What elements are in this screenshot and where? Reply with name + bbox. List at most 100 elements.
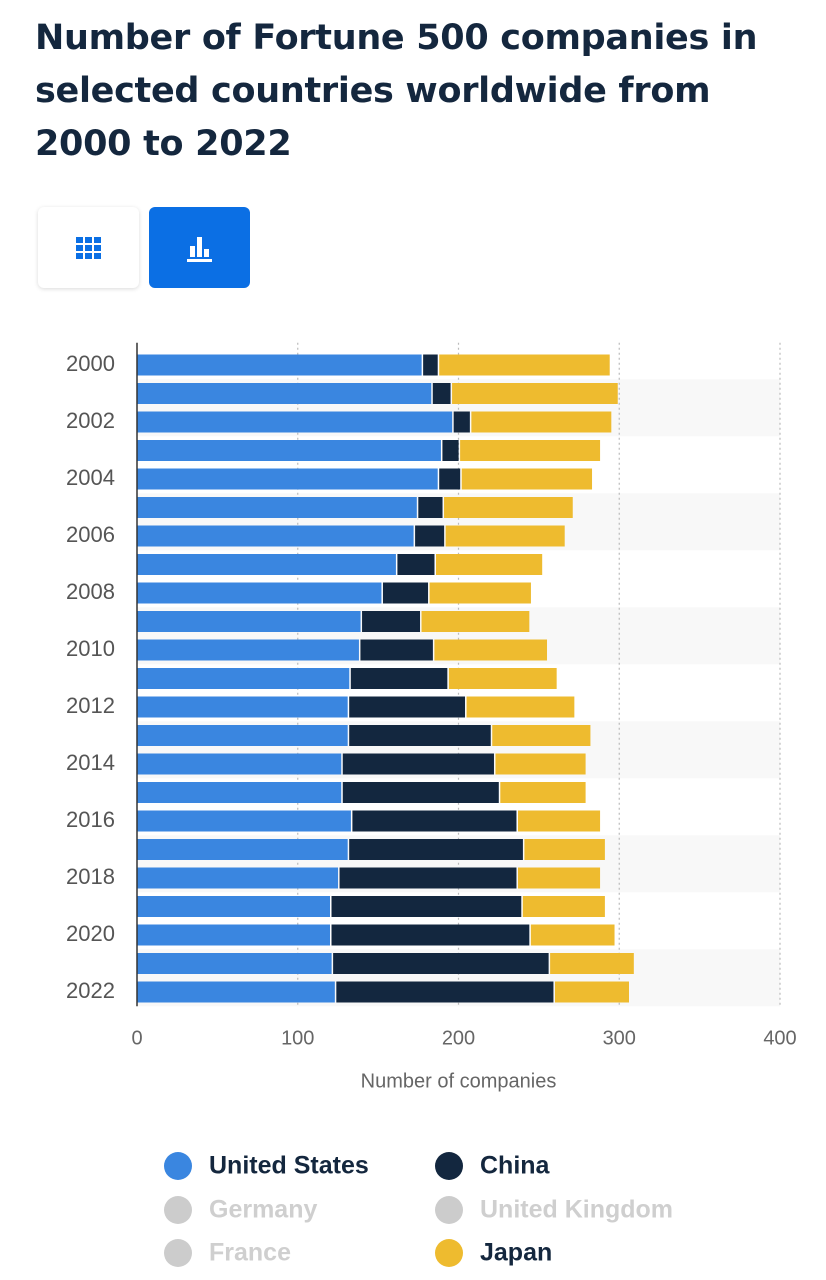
bar-segment <box>137 639 359 661</box>
table-view-button[interactable] <box>38 207 139 288</box>
legend-swatch <box>164 1239 192 1267</box>
bar-segment <box>550 953 634 974</box>
bar-segment <box>460 440 601 461</box>
bar-segment <box>530 924 615 946</box>
bar-segment <box>522 896 605 917</box>
bar-segment <box>382 582 429 604</box>
legend-swatch <box>164 1196 192 1224</box>
bar-segment <box>137 810 351 832</box>
bar-segment <box>461 468 593 490</box>
legend-label[interactable]: Japan <box>480 1239 552 1267</box>
bar-segment <box>432 383 451 404</box>
x-tick-label: 0 <box>131 1028 142 1050</box>
bar-segment <box>137 383 432 404</box>
bar-segment <box>423 354 438 376</box>
bar-segment <box>137 896 331 917</box>
bar-segment <box>360 639 433 661</box>
bar-segment <box>137 611 361 632</box>
bar-segment <box>421 611 530 632</box>
bar-segment <box>471 411 612 433</box>
legend-label[interactable]: United States <box>209 1152 369 1180</box>
y-tick-label: 2018 <box>66 864 115 889</box>
y-tick-label: 2012 <box>66 693 115 718</box>
bar-segment <box>137 696 348 718</box>
y-tick-label: 2022 <box>66 978 115 1003</box>
legend-swatch <box>435 1152 463 1180</box>
y-tick-label: 2016 <box>66 807 115 832</box>
legend-label[interactable]: Germany <box>209 1196 317 1224</box>
bar-segment <box>444 497 573 518</box>
bar-segment <box>439 354 610 376</box>
bar-segment <box>137 411 453 433</box>
bar-segment <box>137 867 339 889</box>
chart-view-button[interactable] <box>149 207 250 288</box>
x-tick-label: 200 <box>442 1028 475 1050</box>
bar-segment <box>137 525 414 547</box>
bar-segment <box>342 753 494 775</box>
bar-segment <box>137 554 396 575</box>
bar-segment <box>429 582 531 604</box>
bar-segment <box>339 867 517 889</box>
legend-label[interactable]: China <box>480 1152 551 1180</box>
bar-segment <box>517 867 601 889</box>
bar-segment <box>137 354 422 376</box>
bar-segment <box>397 554 435 575</box>
bar-segment <box>137 468 438 490</box>
bar-segment <box>336 981 554 1003</box>
bar-segment <box>331 896 522 917</box>
bar-segment <box>137 725 348 746</box>
bar-segment <box>524 839 605 860</box>
bar-segment <box>418 497 443 518</box>
bar-segment <box>137 953 332 974</box>
bar-segment <box>137 782 342 803</box>
chart-title: Number of Fortune 500 companies in selec… <box>35 18 758 164</box>
bar-segment <box>415 525 445 547</box>
bar-segment <box>452 383 618 404</box>
bar-segment <box>500 782 586 803</box>
bar-segment <box>554 981 630 1003</box>
legend-swatch <box>435 1196 463 1224</box>
bar-segment <box>137 839 348 860</box>
bar-segment <box>137 440 441 461</box>
legend-swatch <box>435 1239 463 1267</box>
bar-segment <box>435 554 543 575</box>
table-icon <box>76 237 101 259</box>
bar-segment <box>445 525 565 547</box>
bar-segment <box>453 411 470 433</box>
legend-swatch <box>164 1152 192 1180</box>
bar-segment <box>349 839 523 860</box>
bar-segment <box>442 440 459 461</box>
bar-segment <box>349 696 466 718</box>
bar-segment <box>137 668 350 689</box>
y-tick-label: 2020 <box>66 921 115 946</box>
bar-segment <box>517 810 601 832</box>
bar-segment <box>439 468 461 490</box>
x-tick-label: 300 <box>603 1028 636 1050</box>
bar-segment <box>137 981 335 1003</box>
x-tick-label: 400 <box>763 1028 796 1050</box>
legend-label[interactable]: United Kingdom <box>480 1196 673 1224</box>
y-tick-label: 2000 <box>66 351 115 376</box>
bar-segment <box>349 725 491 746</box>
legend-label[interactable]: France <box>209 1239 291 1267</box>
bar-segment <box>448 668 557 689</box>
x-tick-label: 100 <box>281 1028 314 1050</box>
bar-segment <box>495 753 586 775</box>
y-tick-label: 2010 <box>66 636 115 661</box>
bar-segment <box>137 582 382 604</box>
bar-segment <box>137 753 342 775</box>
y-tick-label: 2014 <box>66 750 115 775</box>
bar-segment <box>333 953 549 974</box>
bar-segment <box>137 497 417 518</box>
bar-segment <box>492 725 591 746</box>
bar-segment <box>350 668 448 689</box>
y-tick-label: 2002 <box>66 408 115 433</box>
bar-segment <box>137 924 331 946</box>
bar-segment <box>362 611 421 632</box>
bar-segment <box>331 924 530 946</box>
x-axis-label: Number of companies <box>361 1071 557 1093</box>
bar-segment <box>466 696 575 718</box>
bar-segment <box>434 639 548 661</box>
